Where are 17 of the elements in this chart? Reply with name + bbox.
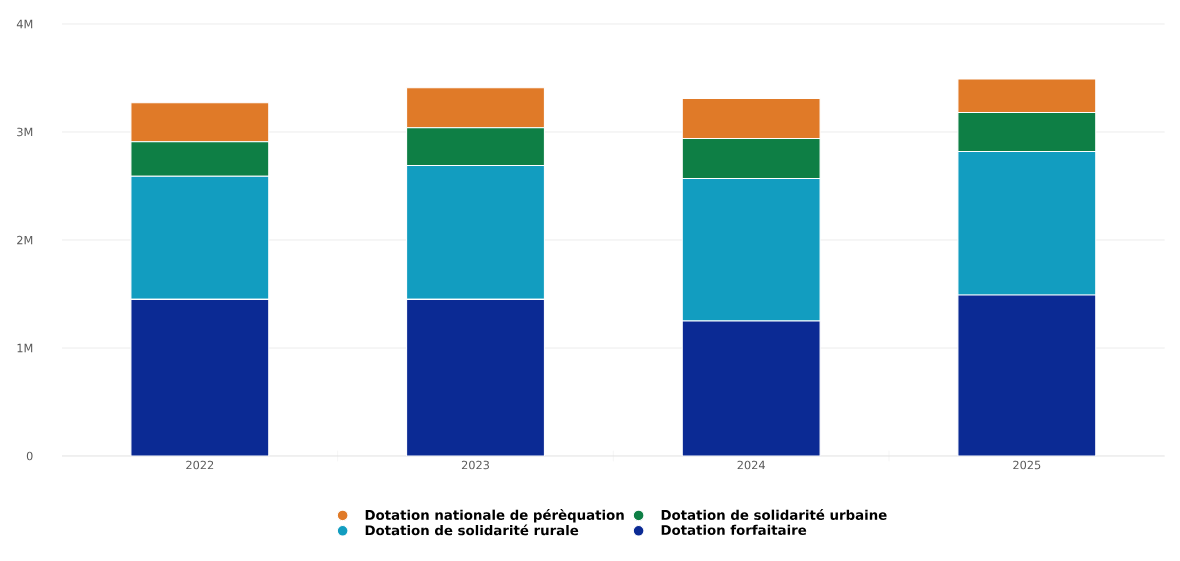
bar bbox=[681, 320, 821, 456]
x-tick-label: 2023 bbox=[461, 460, 489, 470]
bar bbox=[406, 298, 545, 456]
x-tick-label: 2025 bbox=[1013, 460, 1041, 470]
legend-label: Dotation nationale de pérèquation bbox=[365, 509, 624, 523]
bar bbox=[957, 294, 1097, 456]
y-tick-label: 3M bbox=[17, 127, 33, 137]
x-tick-label: 2022 bbox=[186, 460, 214, 470]
legend-label: Dotation forfaitaire bbox=[661, 524, 807, 536]
bar bbox=[130, 298, 270, 456]
y-tick-label: 0 bbox=[26, 451, 33, 461]
x-tick-label: 2024 bbox=[737, 460, 765, 470]
y-tick-label: 4M bbox=[16, 19, 33, 29]
legend-label: Dotation de solidarité rurale bbox=[365, 524, 579, 536]
legend-label: Dotation de solidarité urbaine bbox=[661, 509, 887, 520]
y-tick-label: 2M bbox=[17, 235, 33, 245]
y-tick-label: 1M bbox=[17, 343, 33, 353]
